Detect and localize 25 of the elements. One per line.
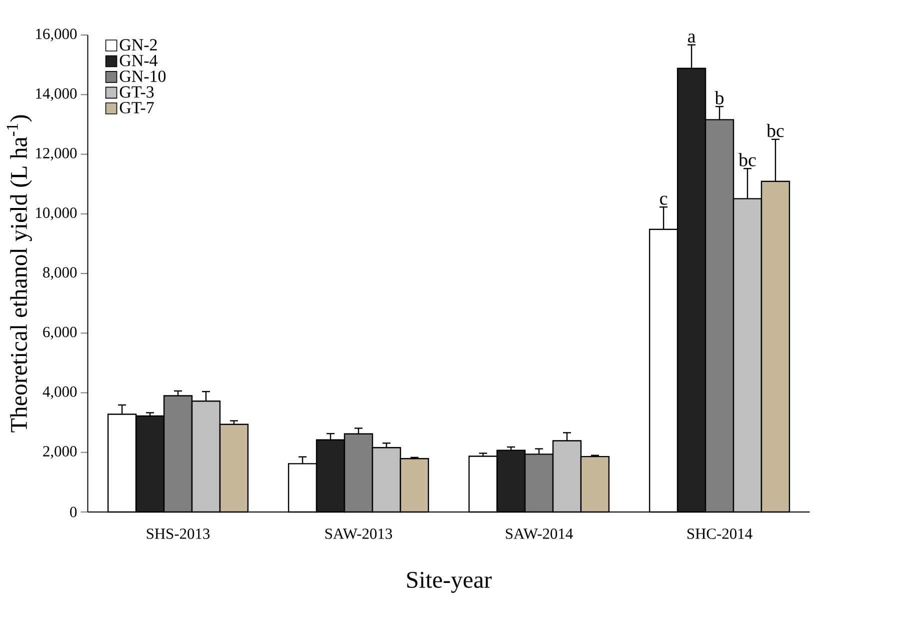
legend-label: GN-10	[120, 70, 166, 82]
y-tick-label: 6,000	[43, 326, 77, 340]
annotation: c	[660, 196, 668, 205]
y-axis-title: Theoretical ethanol yield (L ha$^{-1}$)	[6, 115, 32, 432]
y-tick-label: 0	[70, 506, 77, 518]
y-tick-label: 14,000	[36, 88, 77, 101]
y-tick-label: 4,000	[42, 386, 77, 400]
x-tick-label: SHS-2013	[146, 528, 210, 539]
y-tick-label: 2,000	[43, 446, 77, 459]
legend-label: GN-2	[120, 39, 157, 51]
legend-label: GT-3	[120, 86, 154, 98]
legend-label: GT-7	[120, 102, 154, 114]
annotation: b	[714, 91, 724, 104]
x-tick-label: SAW-2014	[506, 528, 573, 540]
x-tick-label: SAW-2013	[325, 528, 392, 540]
y-tick-label: 8,000	[43, 267, 77, 280]
annotation: bc	[766, 124, 784, 138]
y-tick-label: 10,000	[36, 208, 77, 220]
annotation: a	[688, 34, 696, 43]
x-axis-title: Site-year	[407, 572, 492, 593]
legend-label: GN-4	[120, 54, 158, 66]
annotation: bc	[738, 153, 756, 166]
y-tick-label: 16,000	[36, 28, 77, 42]
x-tick-label: SHC-2014	[688, 528, 752, 539]
y-tick-label: 12,000	[36, 148, 77, 161]
